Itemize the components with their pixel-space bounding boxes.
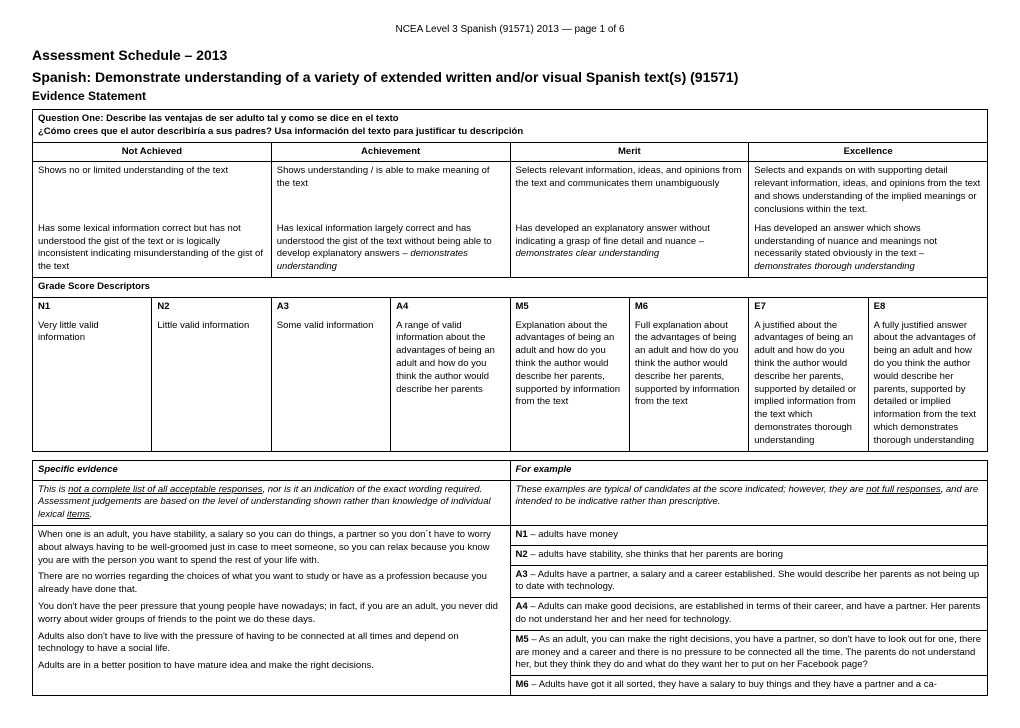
evidence-right-a4: A4 – Adults can make good decisions, are…	[510, 598, 988, 631]
gsd-c-e8: A fully justified answer about the advan…	[868, 317, 987, 452]
page-header: NCEA Level 3 Spanish (91571) 2013 — page…	[32, 24, 988, 35]
gsd-c-m6: Full explanation about the advantages of…	[629, 317, 748, 452]
title-standard: Spanish: Demonstrate understanding of a …	[32, 69, 988, 85]
question-cell: Question One: Describe las ventajas de s…	[33, 110, 988, 143]
gsd-c-e7: A justified about the advantages of bein…	[749, 317, 868, 452]
title-schedule: Assessment Schedule – 2013	[32, 47, 988, 63]
evidence-intro-left: This is not a complete list of all accep…	[33, 480, 511, 525]
gsd-c-n2: Little valid information	[152, 317, 271, 452]
evidence-table: Specific evidence For example This is no…	[32, 460, 988, 696]
gsd-h-e7: E7	[749, 297, 868, 316]
level-row2-e: Has developed an answer which shows unde…	[749, 220, 988, 278]
level-row1-na: Shows no or limited understanding of the…	[33, 162, 272, 220]
gsd-c-m5: Explanation about the advantages of bein…	[510, 317, 629, 452]
evidence-head-right: For example	[510, 460, 988, 480]
evidence-right-n1: N1 – adults have money	[510, 525, 988, 545]
gsd-h-n1: N1	[33, 297, 152, 316]
level-row2-m: Has developed an explanatory answer with…	[510, 220, 749, 278]
gsd-h-a4: A4	[391, 297, 510, 316]
question-line1: Question One: Describe las ventajas de s…	[38, 113, 982, 126]
evidence-right-m6: M6 – Adults have got it all sorted, they…	[510, 676, 988, 696]
level-header-a: Achievement	[271, 142, 510, 162]
level-header-na: Not Achieved	[33, 142, 272, 162]
level-header-m: Merit	[510, 142, 749, 162]
gsd-h-n2: N2	[152, 297, 271, 316]
gsd-h-a3: A3	[271, 297, 390, 316]
evidence-right-m5: M5 – As an adult, you can make the right…	[510, 630, 988, 675]
level-row1-a: Shows understanding / is able to make me…	[271, 162, 510, 220]
evidence-head-left: Specific evidence	[33, 460, 511, 480]
evidence-right-a3: A3 – Adults have a partner, a salary and…	[510, 565, 988, 598]
gsd-c-a3: Some valid information	[271, 317, 390, 452]
question-line2: ¿Cómo crees que el autor describiría a s…	[38, 126, 982, 139]
gsd-label: Grade Score Descriptors	[33, 277, 988, 297]
level-header-e: Excellence	[749, 142, 988, 162]
evidence-left-body: When one is an adult, you have stability…	[33, 525, 511, 695]
assessment-table: Question One: Describe las ventajas de s…	[32, 109, 988, 452]
level-row2-na: Has some lexical information correct but…	[33, 220, 272, 278]
gsd-c-a4: A range of valid information about the a…	[391, 317, 510, 452]
level-row2-a: Has lexical information largely correct …	[271, 220, 510, 278]
evidence-intro-right: These examples are typical of candidates…	[510, 480, 988, 525]
level-row1-e: Selects and expands on with supporting d…	[749, 162, 988, 220]
level-row1-m: Selects relevant information, ideas, and…	[510, 162, 749, 220]
gsd-h-m5: M5	[510, 297, 629, 316]
evidence-right-n2: N2 – adults have stability, she thinks t…	[510, 545, 988, 565]
title-evidence: Evidence Statement	[32, 89, 988, 103]
gsd-h-e8: E8	[868, 297, 987, 316]
gsd-c-n1: Very little valid information	[33, 317, 152, 452]
gsd-h-m6: M6	[629, 297, 748, 316]
